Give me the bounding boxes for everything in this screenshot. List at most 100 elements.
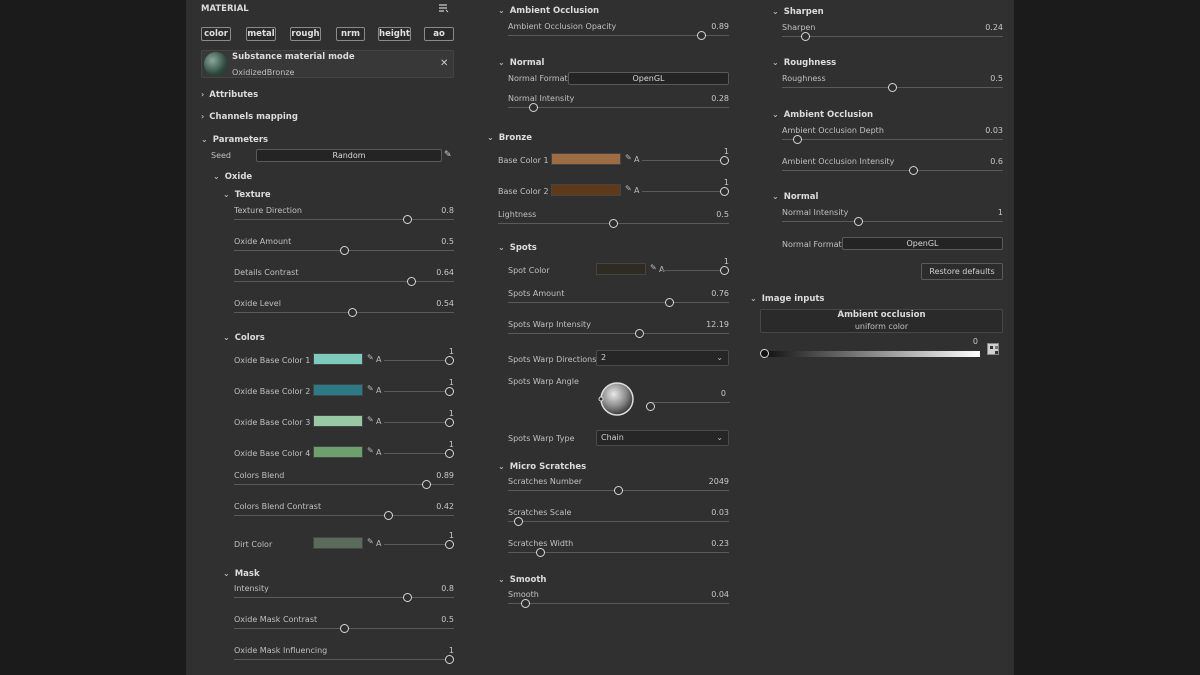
channel-height[interactable]: height (378, 27, 411, 41)
section-bronze[interactable]: ⌄ Bronze (487, 133, 532, 143)
section-normal[interactable]: ⌄ Normal (498, 58, 545, 68)
alpha-track (384, 544, 454, 545)
slider-knob[interactable] (402, 215, 412, 224)
restore-defaults-button[interactable]: Restore defaults (921, 263, 1003, 280)
section-colors[interactable]: ⌄ Colors (223, 333, 265, 343)
gradient-knob[interactable] (760, 349, 769, 358)
alpha-knob[interactable] (445, 356, 454, 365)
alpha-knob[interactable] (720, 156, 729, 165)
warp-angle-track (650, 402, 730, 403)
channel-ao[interactable]: ao (424, 27, 454, 41)
slider-knob[interactable] (445, 655, 454, 664)
slider-knob[interactable] (854, 217, 864, 226)
slider-knob[interactable] (609, 219, 618, 228)
eyedropper-icon[interactable]: ✎ (367, 446, 374, 455)
warp-type-dropdown[interactable]: Chain ⌄ (596, 430, 729, 446)
section-mask[interactable]: ⌄ Mask (223, 569, 260, 579)
section-attributes[interactable]: › Attributes (201, 90, 259, 100)
menu-icon[interactable] (438, 3, 449, 13)
channel-nrm[interactable]: nrm (336, 27, 365, 41)
warp-angle-dial[interactable] (598, 380, 636, 418)
slider-knob[interactable] (696, 31, 706, 40)
slider-knob[interactable] (664, 298, 674, 307)
normal-format-select-2[interactable]: OpenGL (842, 237, 1003, 250)
eyedropper-icon[interactable]: ✎ (650, 263, 657, 272)
section-oxide[interactable]: ⌄ Oxide (213, 172, 253, 182)
material-thumbnail (204, 52, 228, 76)
section-roughness[interactable]: ⌄ Roughness (772, 58, 837, 68)
slider-knob[interactable] (520, 599, 530, 608)
eyedropper-icon[interactable]: ✎ (367, 353, 374, 362)
slider-knob[interactable] (402, 593, 412, 602)
slider-value: 0.23 (711, 539, 729, 548)
channel-metal[interactable]: metal (246, 27, 276, 41)
section-spots[interactable]: ⌄ Spots (498, 243, 537, 253)
seed-random-button[interactable]: Random (256, 149, 442, 162)
slider-track (508, 107, 729, 108)
channel-color[interactable]: color (201, 27, 231, 41)
alpha-knob[interactable] (720, 187, 729, 196)
slider-value: 0.8 (441, 584, 454, 593)
image-input-card[interactable] (760, 309, 1003, 333)
color-swatch[interactable] (551, 153, 621, 165)
picker-icon[interactable] (987, 343, 999, 355)
section-texture[interactable]: ⌄ Texture (223, 190, 271, 200)
alpha-knob[interactable] (445, 387, 454, 396)
color-swatch[interactable] (313, 353, 363, 365)
slider-knob[interactable] (888, 83, 897, 92)
section-ao-2[interactable]: ⌄ Ambient Occlusion (772, 110, 874, 120)
alpha-value: 1 (723, 257, 729, 266)
slider-knob[interactable] (339, 624, 349, 633)
slider-knob[interactable] (421, 480, 431, 489)
section-normal-2[interactable]: ⌄ Normal (772, 192, 819, 202)
channel-rough[interactable]: rough (290, 27, 321, 41)
slider-knob[interactable] (347, 308, 357, 317)
section-smooth[interactable]: ⌄ Smooth (498, 575, 547, 585)
section-image-inputs[interactable]: ⌄ Image inputs (750, 294, 825, 304)
section-sharpen[interactable]: ⌄ Sharpen (772, 7, 824, 17)
close-icon[interactable]: ✕ (440, 58, 449, 69)
eyedropper-icon[interactable]: ✎ (625, 153, 632, 162)
warp-directions-dropdown[interactable]: 2 ⌄ (596, 350, 729, 366)
slider-knob[interactable] (383, 511, 393, 520)
slider-track (234, 484, 454, 485)
slider-knob[interactable] (909, 166, 919, 175)
color-swatch[interactable] (313, 415, 363, 427)
eyedropper-icon[interactable]: ✎ (367, 415, 374, 424)
color-label: Base Color 2 (498, 187, 549, 196)
section-ambient-occlusion[interactable]: ⌄ Ambient Occlusion (498, 6, 600, 16)
warp-angle-knob[interactable] (646, 402, 655, 411)
color-swatch[interactable] (551, 184, 621, 196)
color-swatch[interactable] (596, 263, 646, 275)
slider-knob[interactable] (792, 135, 802, 144)
slider-knob[interactable] (801, 32, 811, 41)
slider-knob[interactable] (407, 277, 417, 286)
alpha-label: A (376, 355, 382, 364)
eyedropper-icon[interactable]: ✎ (625, 184, 632, 193)
slider-label: Scratches Scale (508, 508, 572, 517)
normal-format-select[interactable]: OpenGL (568, 72, 729, 85)
edit-icon[interactable]: ✎ (444, 150, 452, 160)
color-swatch[interactable] (313, 384, 363, 396)
section-parameters[interactable]: ⌄ Parameters (201, 135, 269, 145)
section-micro-scratches[interactable]: ⌄ Micro Scratches (498, 462, 587, 472)
color-swatch[interactable] (313, 537, 363, 549)
alpha-knob[interactable] (445, 540, 454, 549)
color-swatch[interactable] (313, 446, 363, 458)
gradient-bar[interactable] (764, 351, 980, 357)
slider-knob[interactable] (529, 103, 539, 112)
alpha-knob[interactable] (445, 449, 454, 458)
slider-knob[interactable] (514, 517, 524, 526)
alpha-track (384, 453, 454, 454)
section-channels-mapping[interactable]: › Channels mapping (201, 112, 298, 122)
slider-knob[interactable] (614, 486, 623, 495)
slider-knob[interactable] (339, 246, 349, 255)
alpha-knob[interactable] (720, 266, 729, 275)
slider-label: Intensity (234, 584, 269, 593)
eyedropper-icon[interactable]: ✎ (367, 537, 374, 546)
alpha-knob[interactable] (445, 418, 454, 427)
eyedropper-icon[interactable]: ✎ (367, 384, 374, 393)
slider-knob[interactable] (635, 329, 645, 338)
slider-knob[interactable] (535, 548, 545, 557)
slider-track (234, 659, 454, 660)
